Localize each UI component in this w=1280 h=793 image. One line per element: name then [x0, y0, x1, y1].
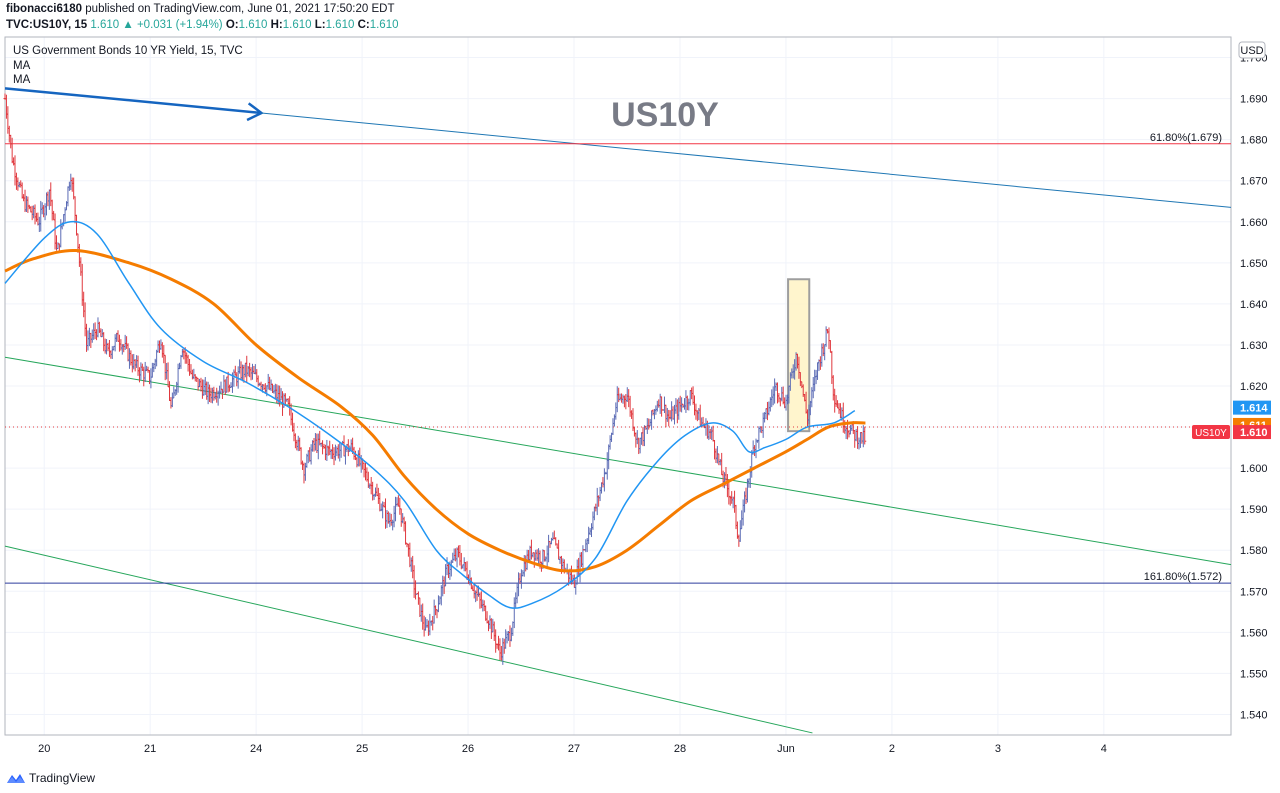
- y-tick-label: 1.680: [1240, 135, 1268, 147]
- x-tick-label: 21: [144, 743, 156, 755]
- y-tick-label: 1.670: [1240, 176, 1268, 188]
- currency-label: USD: [1240, 45, 1263, 57]
- tradingview-logo-icon: [7, 774, 25, 783]
- ohlc-close-key: C:: [357, 19, 370, 31]
- chart-header: fibonacci6180 published on TradingView.c…: [0, 0, 1280, 36]
- ohlc-high-value: 1.610: [282, 19, 312, 31]
- y-tick-label: 1.560: [1240, 627, 1268, 639]
- y-tick-label: 1.660: [1240, 217, 1268, 229]
- ohlc-high-key: H:: [270, 19, 283, 31]
- ma_fast-badge-value: 1.614: [1240, 403, 1268, 415]
- symbol-tag-label: US10Y: [1195, 428, 1227, 439]
- legend-title[interactable]: US Government Bonds 10 YR Yield, 15, TVC: [13, 45, 243, 57]
- x-tick-label: 4: [1101, 743, 1107, 755]
- y-tick-label: 1.580: [1240, 545, 1268, 557]
- symbol-label[interactable]: TVC:US10Y, 15: [6, 19, 88, 31]
- green-trendline[interactable]: [4, 545, 813, 734]
- y-tick-label: 1.540: [1240, 709, 1268, 721]
- y-tick-label: 1.600: [1240, 463, 1268, 475]
- tradingview-footer[interactable]: TradingView: [6, 768, 95, 788]
- y-tick-label: 1.570: [1240, 586, 1268, 598]
- publish-info: published on TradingView.com, June 01, 2…: [82, 3, 395, 15]
- y-tick-label: 1.630: [1240, 340, 1268, 352]
- ma_fast-price-badge: [1233, 400, 1271, 415]
- y-tick-label: 1.620: [1240, 381, 1268, 393]
- fib-levels: 61.80%(1.679) 161.80%(1.572): [5, 132, 1231, 584]
- ohlc-low-value: 1.610: [325, 19, 355, 31]
- author-name[interactable]: fibonacci6180: [6, 3, 83, 15]
- ohlc-close-value: 1.610: [369, 19, 399, 31]
- fib-level-label: 161.80%(1.572): [1144, 571, 1222, 583]
- last-price: 1.610: [90, 19, 120, 31]
- ohlc-low-key: L:: [314, 19, 326, 31]
- ohlc-open-key: O:: [225, 19, 239, 31]
- price-change: ▲ +0.031 (+1.94%): [122, 19, 223, 31]
- last-price-badge: [1233, 425, 1271, 440]
- chart-title: US10Y: [611, 96, 719, 134]
- channel-trendline[interactable]: [261, 112, 1232, 208]
- trendlines: [4, 87, 1232, 734]
- footer-brand: TradingView: [29, 771, 96, 785]
- publish-line: fibonacci6180 published on TradingView.c…: [6, 3, 395, 15]
- moving-averages: [4, 220, 1231, 609]
- legend-ma-1[interactable]: MA: [13, 59, 31, 72]
- legend-ma-2[interactable]: MA: [13, 74, 31, 86]
- plot-frame: [4, 36, 1232, 736]
- y-tick-label: 1.690: [1240, 94, 1268, 106]
- ohlc-open-value: 1.610: [238, 19, 268, 31]
- x-tick-label: 28: [674, 743, 686, 755]
- x-tick-label: 3: [995, 743, 1001, 755]
- ma-fast-line[interactable]: [4, 220, 856, 609]
- symbol-tag: [1192, 425, 1230, 440]
- currency-button[interactable]: USD: [1238, 41, 1266, 59]
- x-tick-label: 20: [38, 743, 50, 755]
- x-tick-label: 26: [462, 743, 474, 755]
- x-tick-label: 24: [250, 743, 262, 755]
- quote-line: TVC:US10Y, 15 1.610 ▲ +0.031 (+1.94%) O:…: [6, 19, 398, 31]
- chart-grid: [5, 37, 1231, 735]
- time-axis[interactable]: 20 21 24 25 26 27 28 Jun 2 3 4: [38, 743, 1107, 755]
- x-tick-label: 2: [889, 743, 895, 755]
- price-axis[interactable]: 1.7001.6901.6801.6701.6601.6501.6401.630…: [1240, 53, 1268, 722]
- y-tick-label: 1.550: [1240, 668, 1268, 680]
- last-badge-value: 1.610: [1240, 427, 1268, 439]
- arrow-trendline[interactable]: [4, 87, 262, 115]
- x-tick-label: 27: [568, 743, 580, 755]
- chart-legend: US Government Bonds 10 YR Yield, 15, TVC…: [13, 44, 243, 88]
- green-trendline[interactable]: [4, 356, 1232, 566]
- fib-level-label: 61.80%(1.679): [1150, 132, 1222, 144]
- y-tick-label: 1.640: [1240, 299, 1268, 311]
- ma-slow-line[interactable]: [4, 249, 866, 573]
- x-tick-label: 25: [356, 743, 368, 755]
- y-tick-label: 1.590: [1240, 504, 1268, 516]
- x-tick-label: Jun: [777, 743, 795, 755]
- y-tick-label: 1.650: [1240, 258, 1268, 270]
